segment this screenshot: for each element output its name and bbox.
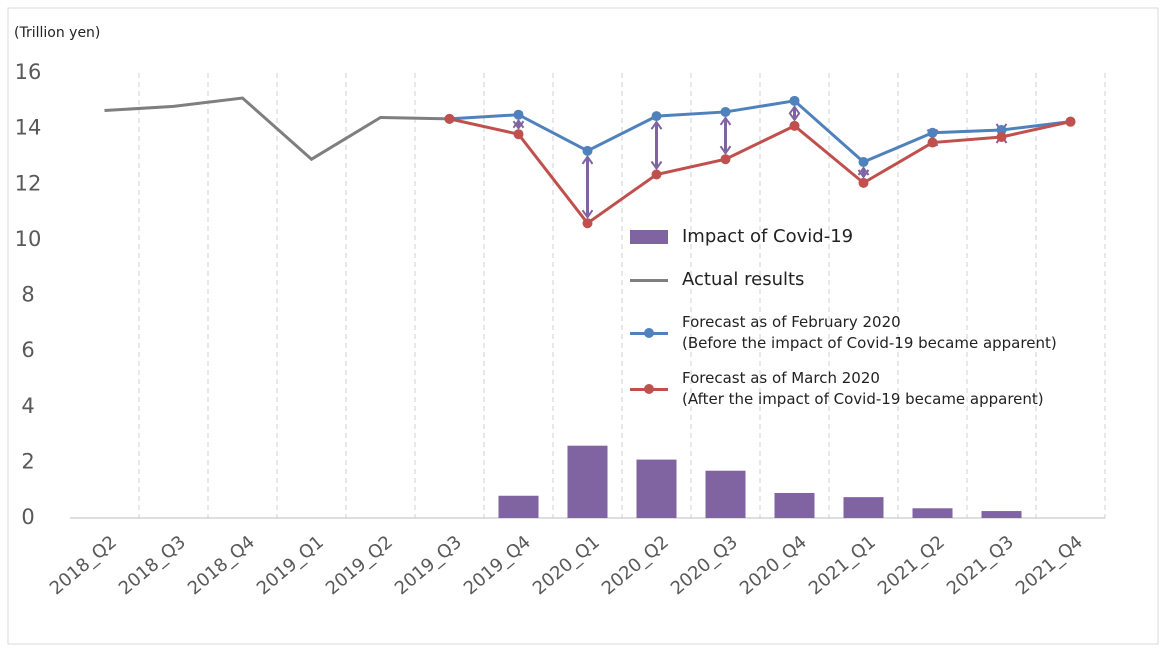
legend-swatch <box>630 326 674 340</box>
bar <box>843 497 884 518</box>
point <box>927 127 938 138</box>
arrow-head <box>788 112 801 122</box>
y-tick-label: 4 <box>21 394 34 418</box>
legend-item: Forecast as of March 2020 (After the imp… <box>630 368 1057 410</box>
x-tick-label: 2018_Q3 <box>115 532 190 600</box>
bar <box>705 470 746 518</box>
y-tick-label: 16 <box>15 60 42 84</box>
arrow-head <box>719 145 732 155</box>
bar <box>498 495 539 518</box>
x-tick-label: 2021_Q1 <box>805 532 880 600</box>
point <box>789 120 800 131</box>
frame <box>7 7 1159 645</box>
legend-swatch <box>630 229 674 244</box>
point <box>996 131 1007 142</box>
arrow-head <box>512 120 525 130</box>
y-axis-label: (Trillion yen) <box>14 25 100 41</box>
legend: Impact of Covid-19 Actual results Forecast… <box>630 226 1057 424</box>
point <box>651 111 662 122</box>
x-tick-label: 2021_Q2 <box>874 532 949 600</box>
x-tick-label: 2021_Q3 <box>943 532 1018 600</box>
legend-item: Impact of Covid-19 <box>630 226 1057 247</box>
arrow-head <box>650 160 663 171</box>
legend-label: Impact of Covid-19 <box>682 226 854 247</box>
bar <box>981 511 1022 518</box>
x-tick-label: 2019_Q3 <box>391 532 466 600</box>
y-tick-label: 14 <box>15 116 42 140</box>
y-tick-label: 2 <box>21 449 34 473</box>
point <box>996 125 1007 136</box>
arrow-head <box>650 120 663 130</box>
legend-swatch <box>630 273 674 287</box>
point <box>858 177 869 188</box>
legend-label: Forecast as of March 2020 (After the imp… <box>682 369 1044 408</box>
legend-label: Forecast as of February 2020 (Before the… <box>682 313 1057 352</box>
x-tick-label: 2018_Q4 <box>184 532 259 600</box>
x-tick-label: 2020_Q1 <box>529 532 604 600</box>
y-tick-label: 12 <box>15 171 42 195</box>
bar <box>774 492 815 518</box>
line <box>104 96 450 162</box>
x-tick-label: 2018_Q2 <box>46 532 121 600</box>
point <box>927 137 938 148</box>
y-tick-label: 0 <box>21 505 34 529</box>
legend-swatch <box>630 382 674 396</box>
legend-label: Actual results <box>682 269 805 290</box>
line <box>449 99 1071 164</box>
arrow-head <box>581 155 594 165</box>
point <box>858 157 869 167</box>
arrow-head <box>581 209 594 219</box>
point <box>789 95 800 106</box>
arrow-head <box>857 169 870 179</box>
x-tick-label: 2019_Q2 <box>322 532 397 600</box>
legend-item: Actual results <box>630 269 1057 290</box>
point <box>513 129 524 140</box>
point <box>582 218 593 229</box>
bar <box>567 445 608 518</box>
point <box>651 169 662 180</box>
point <box>1065 116 1076 127</box>
point <box>720 106 731 117</box>
x-tick-label: 2020_Q3 <box>667 532 742 600</box>
y-tick-label: 6 <box>21 338 34 362</box>
arrow-head <box>719 116 732 126</box>
line <box>449 117 1071 226</box>
y-tick-label: 8 <box>21 283 34 307</box>
point <box>513 109 524 120</box>
arrow-head <box>512 118 525 129</box>
x-tick-label: 2020_Q2 <box>598 532 673 600</box>
y-tick-label: 10 <box>15 227 42 251</box>
x-tick-label: 2019_Q1 <box>253 532 328 600</box>
point <box>444 113 455 124</box>
bar <box>636 459 677 518</box>
point <box>582 145 593 156</box>
legend-item: Forecast as of February 2020 (Before the… <box>630 312 1057 354</box>
x-tick-label: 2020_Q4 <box>736 532 811 600</box>
arrow-head <box>788 105 801 115</box>
x-tick-label: 2019_Q4 <box>460 532 535 600</box>
bar <box>912 508 953 518</box>
x-tick-label: 2021_Q4 <box>1012 532 1087 600</box>
point <box>720 154 731 165</box>
